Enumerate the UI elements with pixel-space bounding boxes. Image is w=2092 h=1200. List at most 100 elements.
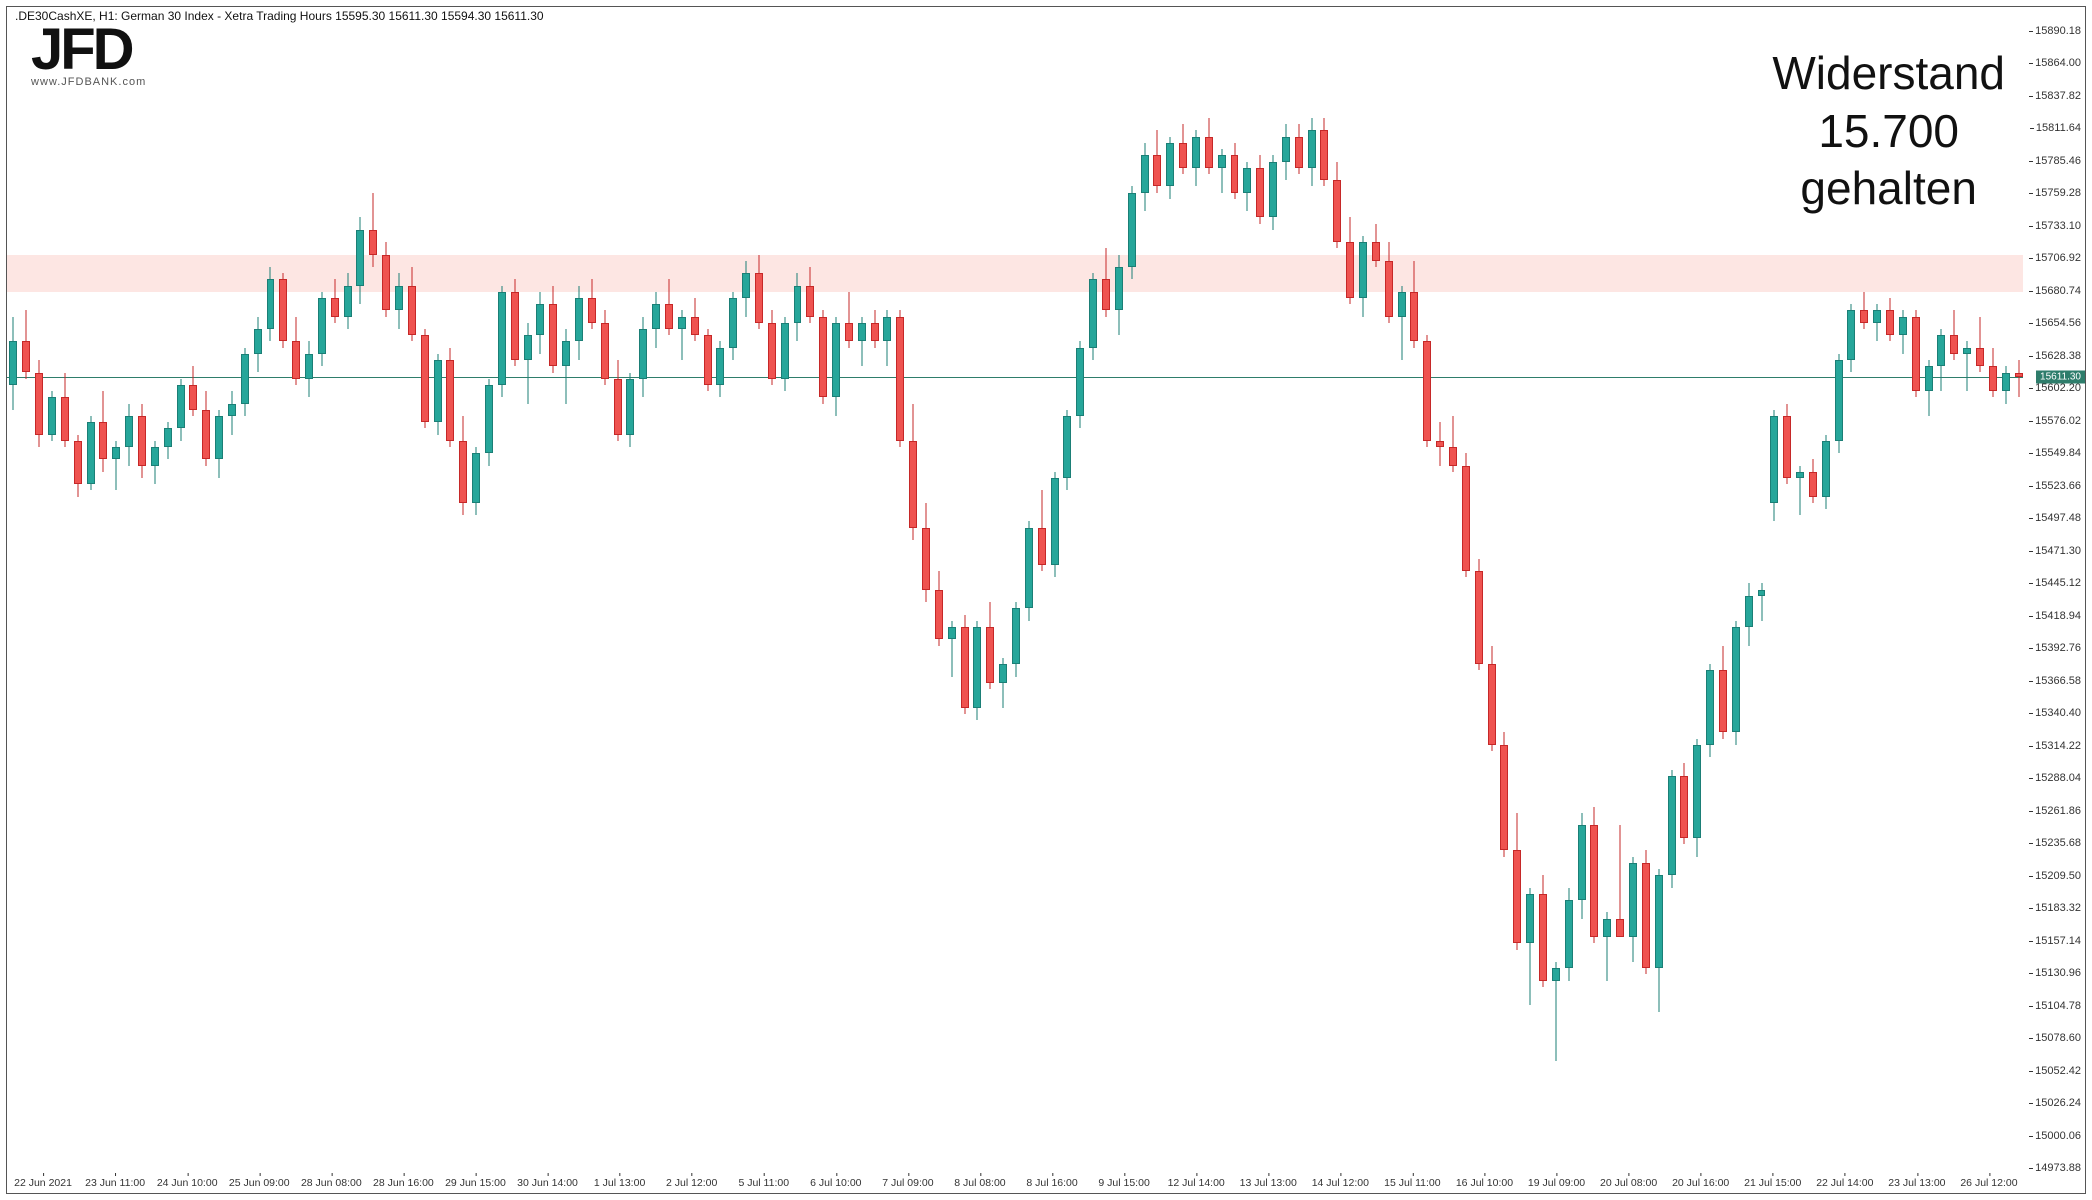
candle[interactable]	[356, 25, 364, 1173]
candle[interactable]	[524, 25, 532, 1173]
candle[interactable]	[858, 25, 866, 1173]
candle[interactable]	[652, 25, 660, 1173]
candle[interactable]	[1475, 25, 1483, 1173]
candle[interactable]	[1243, 25, 1251, 1173]
candle[interactable]	[1012, 25, 1020, 1173]
candle[interactable]	[241, 25, 249, 1173]
candle[interactable]	[1269, 25, 1277, 1173]
candle[interactable]	[922, 25, 930, 1173]
candle[interactable]	[1526, 25, 1534, 1173]
candle[interactable]	[536, 25, 544, 1173]
candle[interactable]	[562, 25, 570, 1173]
candle[interactable]	[819, 25, 827, 1173]
candle[interactable]	[716, 25, 724, 1173]
candle[interactable]	[1783, 25, 1791, 1173]
candle[interactable]	[601, 25, 609, 1173]
candle[interactable]	[549, 25, 557, 1173]
candle[interactable]	[768, 25, 776, 1173]
candle[interactable]	[1796, 25, 1804, 1173]
candle[interactable]	[459, 25, 467, 1173]
candle[interactable]	[1333, 25, 1341, 1173]
candle[interactable]	[421, 25, 429, 1173]
candle[interactable]	[1102, 25, 1110, 1173]
candle[interactable]	[742, 25, 750, 1173]
candle[interactable]	[434, 25, 442, 1173]
candle[interactable]	[1308, 25, 1316, 1173]
candle[interactable]	[125, 25, 133, 1173]
candle[interactable]	[138, 25, 146, 1173]
candle[interactable]	[1128, 25, 1136, 1173]
candle[interactable]	[614, 25, 622, 1173]
candle[interactable]	[382, 25, 390, 1173]
candle[interactable]	[305, 25, 313, 1173]
candle[interactable]	[883, 25, 891, 1173]
candle[interactable]	[626, 25, 634, 1173]
candle[interactable]	[986, 25, 994, 1173]
candle[interactable]	[1025, 25, 1033, 1173]
candle[interactable]	[781, 25, 789, 1173]
candle[interactable]	[691, 25, 699, 1173]
candle[interactable]	[151, 25, 159, 1173]
plot-area[interactable]: 15611.30	[7, 25, 2023, 1171]
candle[interactable]	[408, 25, 416, 1173]
candle[interactable]	[1076, 25, 1084, 1173]
candle[interactable]	[1410, 25, 1418, 1173]
candle[interactable]	[1513, 25, 1521, 1173]
candle[interactable]	[1256, 25, 1264, 1173]
candle[interactable]	[1693, 25, 1701, 1173]
candle[interactable]	[665, 25, 673, 1173]
candle[interactable]	[1282, 25, 1290, 1173]
candle[interactable]	[1976, 25, 1984, 1173]
candle[interactable]	[1565, 25, 1573, 1173]
candle[interactable]	[1488, 25, 1496, 1173]
candle[interactable]	[1706, 25, 1714, 1173]
candle[interactable]	[1668, 25, 1676, 1173]
candle[interactable]	[1758, 25, 1766, 1173]
candle[interactable]	[228, 25, 236, 1173]
candle[interactable]	[1089, 25, 1097, 1173]
candle[interactable]	[755, 25, 763, 1173]
candle[interactable]	[61, 25, 69, 1173]
candle[interactable]	[1320, 25, 1328, 1173]
candle[interactable]	[48, 25, 56, 1173]
candle[interactable]	[1732, 25, 1740, 1173]
candle[interactable]	[1372, 25, 1380, 1173]
candle[interactable]	[999, 25, 1007, 1173]
candle[interactable]	[202, 25, 210, 1173]
candle[interactable]	[909, 25, 917, 1173]
candle[interactable]	[1192, 25, 1200, 1173]
candle[interactable]	[1205, 25, 1213, 1173]
candle[interactable]	[74, 25, 82, 1173]
candle[interactable]	[1398, 25, 1406, 1173]
candle[interactable]	[1719, 25, 1727, 1173]
candle[interactable]	[1462, 25, 1470, 1173]
candle[interactable]	[806, 25, 814, 1173]
candle[interactable]	[1925, 25, 1933, 1173]
candle[interactable]	[267, 25, 275, 1173]
candle[interactable]	[1578, 25, 1586, 1173]
candle[interactable]	[1141, 25, 1149, 1173]
candle[interactable]	[1950, 25, 1958, 1173]
candle[interactable]	[832, 25, 840, 1173]
candle[interactable]	[99, 25, 107, 1173]
candle[interactable]	[1847, 25, 1855, 1173]
candle[interactable]	[1989, 25, 1997, 1173]
candle[interactable]	[498, 25, 506, 1173]
candle[interactable]	[704, 25, 712, 1173]
candle[interactable]	[164, 25, 172, 1173]
candle[interactable]	[1038, 25, 1046, 1173]
candle[interactable]	[1063, 25, 1071, 1173]
candle[interactable]	[935, 25, 943, 1173]
candle[interactable]	[1590, 25, 1598, 1173]
candle[interactable]	[279, 25, 287, 1173]
candle[interactable]	[871, 25, 879, 1173]
candle[interactable]	[292, 25, 300, 1173]
candle[interactable]	[1642, 25, 1650, 1173]
candle[interactable]	[1860, 25, 1868, 1173]
candle[interactable]	[1051, 25, 1059, 1173]
candle[interactable]	[2015, 25, 2023, 1173]
candle[interactable]	[35, 25, 43, 1173]
candle[interactable]	[1963, 25, 1971, 1173]
candle[interactable]	[1822, 25, 1830, 1173]
candle[interactable]	[189, 25, 197, 1173]
